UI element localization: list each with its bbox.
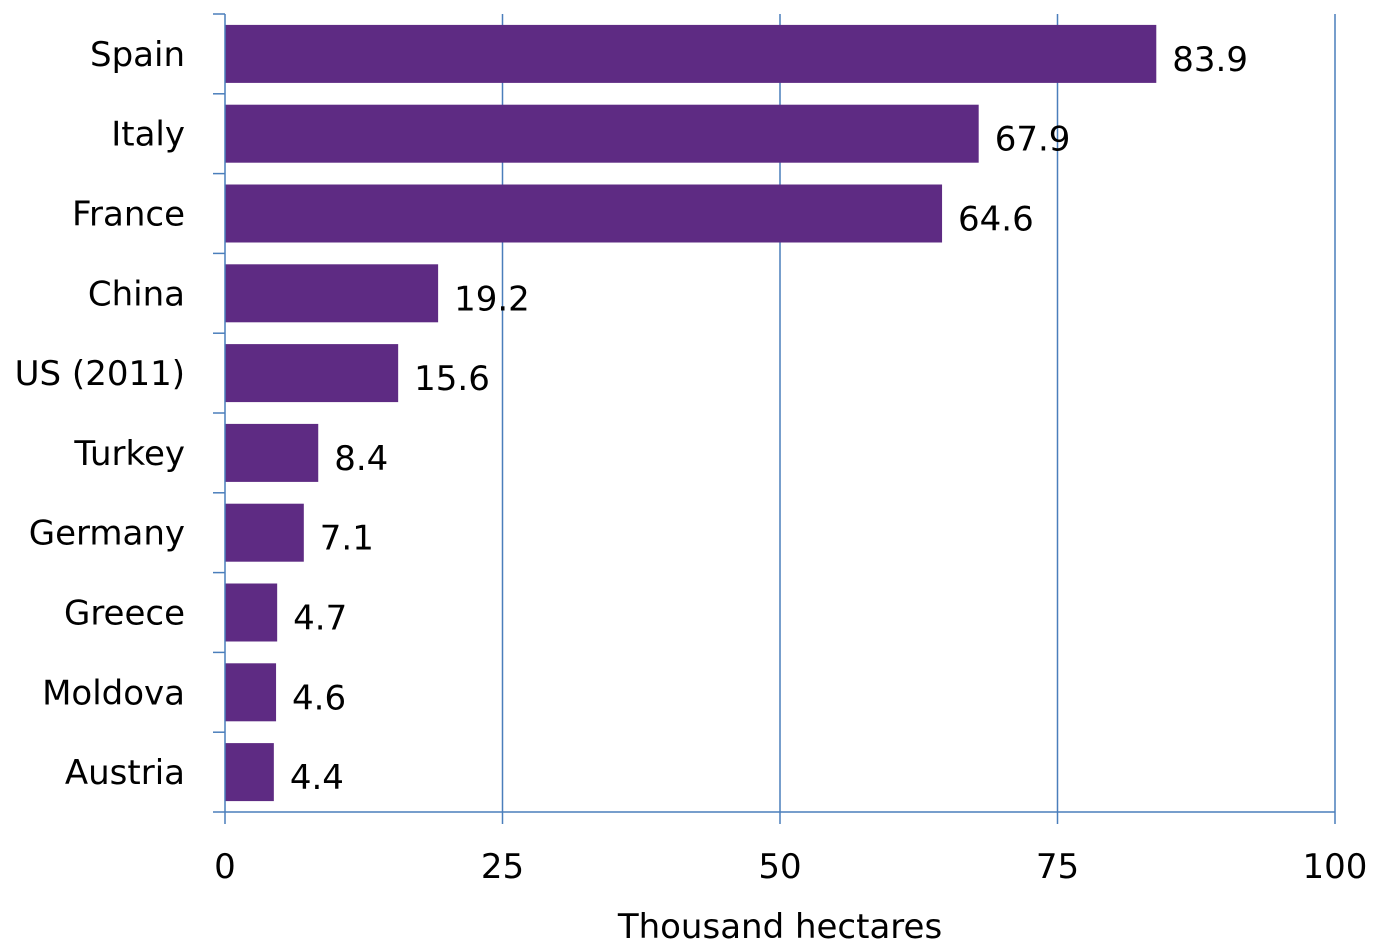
- category-label-7: Greece: [64, 594, 185, 634]
- data-label-0: 83.9: [1172, 40, 1248, 80]
- bar-us-2011-: [225, 344, 399, 403]
- data-label-5: 8.4: [334, 439, 388, 479]
- data-label-3: 19.2: [454, 279, 530, 319]
- bars: [225, 24, 1157, 802]
- x-axis-title: Thousand hectares: [617, 907, 942, 943]
- axes: [213, 13, 1336, 824]
- category-label-6: Germany: [29, 514, 185, 554]
- bar-greece: [225, 583, 278, 642]
- data-label-8: 4.6: [292, 678, 346, 718]
- bar-austria: [225, 743, 274, 802]
- x-tick-label-25: 25: [481, 847, 524, 887]
- category-label-5: Turkey: [73, 434, 185, 474]
- x-tick-label-50: 50: [758, 847, 801, 887]
- bar-spain: [225, 24, 1157, 83]
- data-label-2: 64.6: [958, 200, 1034, 240]
- category-label-4: US (2011): [15, 354, 185, 394]
- bar-france: [225, 184, 943, 243]
- data-label-4: 15.6: [414, 359, 490, 399]
- category-label-3: China: [88, 274, 185, 314]
- bar-china: [225, 264, 439, 323]
- data-label-7: 4.7: [293, 599, 347, 639]
- bar-germany: [225, 503, 304, 562]
- data-label-1: 67.9: [995, 120, 1071, 160]
- bar-moldova: [225, 663, 277, 722]
- x-tick-label-100: 100: [1303, 847, 1368, 887]
- category-label-2: France: [72, 195, 185, 235]
- data-label-6: 7.1: [320, 519, 374, 559]
- labels: 0 25 50 75 100 Spain 83.9 Italy 67.9 France 64.6 Ch…: [15, 35, 1368, 887]
- bar-italy: [225, 104, 979, 163]
- category-label-9: Austria: [65, 753, 185, 793]
- x-tick-label-0: 0: [214, 847, 236, 887]
- category-label-0: Spain: [90, 35, 185, 75]
- category-label-1: Italy: [111, 115, 185, 155]
- category-label-8: Moldova: [42, 673, 185, 713]
- x-tick-label-75: 75: [1036, 847, 1079, 887]
- bar-turkey: [225, 423, 319, 482]
- data-label-9: 4.4: [290, 758, 344, 798]
